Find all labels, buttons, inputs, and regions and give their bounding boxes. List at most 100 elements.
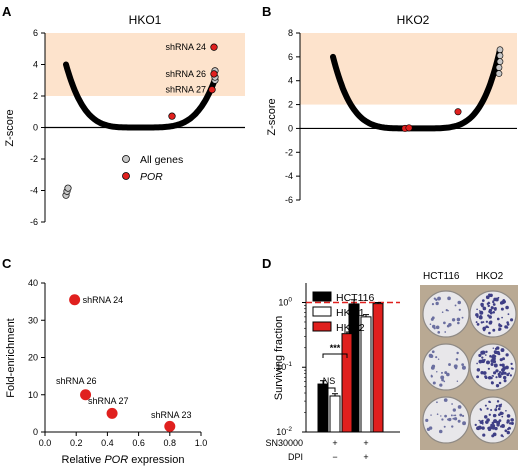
c-xtick-label: 0.0 [39, 438, 52, 448]
photo-colony [430, 414, 432, 416]
photo-colony [501, 424, 505, 428]
panel-a-y-ticks: -6 -4 -2 0 2 4 6 [30, 28, 45, 227]
photo-colony [495, 384, 500, 388]
photo-colony [478, 359, 483, 364]
photo-colony [440, 415, 442, 417]
photo-well [422, 343, 470, 391]
a-por-point [210, 70, 218, 78]
photo-colony [494, 408, 498, 412]
photo-colony [431, 364, 436, 369]
d-ytick-exponent: -1 [286, 361, 292, 368]
photo-colony [446, 372, 450, 377]
photo-colony [480, 321, 484, 324]
a-ytick-label: 6 [33, 28, 38, 38]
photo-colony [492, 413, 497, 418]
photo-colony [495, 404, 499, 408]
panel-c-ticks: 0 10 20 30 40 0.0 0.2 0.4 0.6 0.8 1.0 [28, 278, 207, 448]
panel-c-x-label-prefix: Relative [62, 454, 105, 466]
photo-colony [481, 419, 484, 422]
photo-colony [488, 331, 491, 335]
b-grey-point [495, 70, 503, 77]
photo-colony [488, 426, 493, 430]
b-ytick-label: 0 [288, 123, 293, 133]
c-ytick-label: 30 [28, 315, 38, 325]
d-legend-swatch [312, 291, 332, 302]
photo-colony [498, 371, 502, 374]
photo-colony [510, 418, 514, 422]
photo-colony [500, 403, 503, 406]
photo-colony [454, 304, 457, 307]
photo-colony [496, 420, 501, 425]
c-ytick-label: 10 [28, 390, 38, 400]
photo-colony [503, 371, 507, 375]
c-xtick-label: 0.2 [70, 438, 83, 448]
photo-colony [487, 301, 490, 305]
photo-colony [507, 427, 510, 431]
panel-b-title: HKO2 [397, 13, 430, 27]
photo-colony [499, 363, 502, 367]
photo-colony [481, 426, 485, 430]
photo-colony [506, 419, 510, 423]
photo-colony [502, 357, 505, 361]
photo-colony [480, 371, 484, 375]
photo-colony [504, 429, 508, 433]
panel-d-bar-chart: 100 10-1 10-2 *** NS HCT116 HKO1 HKO2 SN30000… [265, 283, 400, 462]
photo-colony [498, 323, 502, 327]
photo-colony [507, 313, 510, 316]
photo-colony [456, 380, 459, 382]
panel-c-x-label: Relative POR expression [62, 454, 185, 466]
photo-colony [481, 304, 484, 308]
photo-colony [476, 322, 480, 326]
photo-colony [501, 316, 503, 319]
photo-colony [501, 363, 505, 367]
photo-colony [493, 307, 497, 311]
photo-colony [429, 323, 432, 326]
panel-a-gene-curve [63, 61, 217, 131]
photo-colony [505, 365, 509, 370]
photo-colony [502, 300, 506, 304]
d-bracket-*** [322, 353, 348, 358]
photo-colony [443, 398, 448, 402]
d-bar-hko1 [360, 316, 372, 433]
photo-colony [428, 353, 433, 358]
photo-colony [511, 367, 514, 370]
photo-colony [482, 326, 486, 331]
photo-colony [485, 350, 488, 354]
photo-colony [430, 375, 433, 378]
photo-colony [492, 310, 495, 314]
photo-colony [503, 379, 507, 383]
d-ytick-label: 10-2 [276, 426, 292, 437]
photo-colony [431, 303, 435, 306]
photo-colony [438, 429, 443, 434]
d-legend-label: HCT116 [336, 292, 374, 304]
photo-colony [498, 374, 502, 379]
c-point-label: shRNA 27 [88, 396, 129, 406]
photo-colony [475, 321, 478, 324]
photo-colony [456, 317, 461, 322]
d-ytick-label: 100 [278, 296, 292, 307]
a-ytick-label: -6 [30, 217, 38, 227]
b-grey-point [495, 64, 503, 71]
photo-colony [481, 356, 484, 359]
photo-colony [506, 321, 509, 324]
photo-colony [493, 371, 497, 375]
c-ytick-label: 0 [33, 427, 38, 437]
d-row-value: − [332, 452, 337, 462]
a-por-point [168, 112, 176, 120]
photo-colony [489, 401, 492, 403]
photo-colony [494, 433, 497, 436]
photo-colony [435, 301, 439, 306]
photo-colony [491, 381, 494, 384]
photo-colony [461, 365, 466, 370]
c-xtick-label: 0.4 [101, 438, 114, 448]
photo-colony [500, 307, 504, 311]
b-ytick-label: 8 [288, 28, 293, 38]
photo-colony [480, 408, 483, 411]
photo-colony [482, 371, 487, 375]
panel-a-annotations: shRNA 24 shRNA 26 shRNA 27 [165, 42, 206, 95]
photo-colony [484, 415, 488, 419]
photo-colony [496, 350, 500, 355]
photo-colony [483, 358, 486, 361]
panel-d-significance: *** NS [322, 343, 348, 392]
